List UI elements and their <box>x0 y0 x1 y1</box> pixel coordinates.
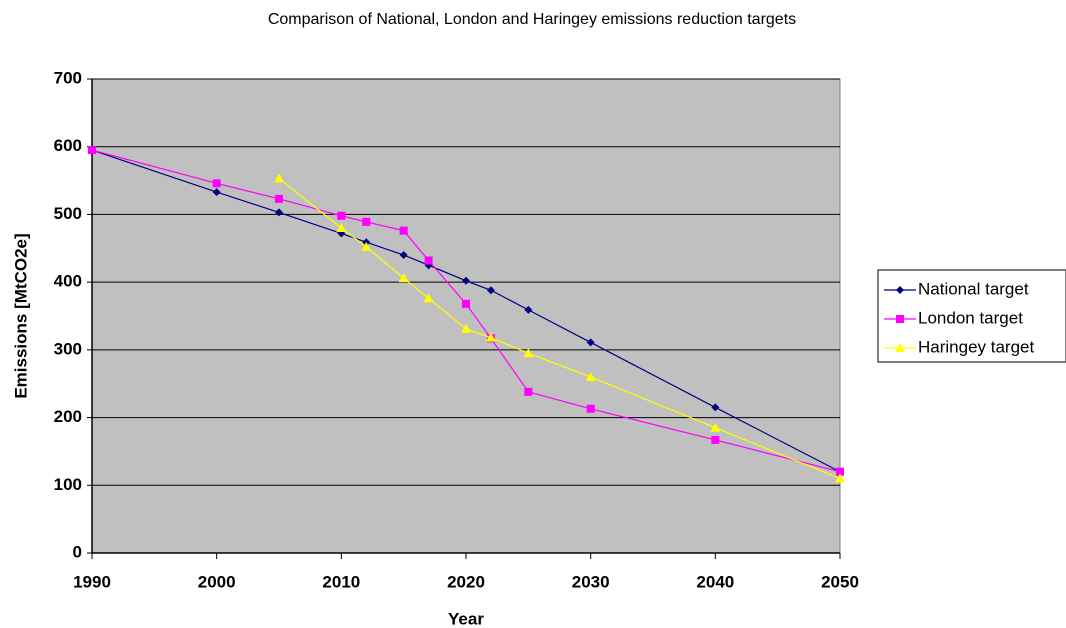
chart-title: Comparison of National, London and Harin… <box>268 11 796 28</box>
legend-marker <box>895 343 905 352</box>
data-point <box>336 222 347 232</box>
x-tick-label: 2010 <box>322 572 360 591</box>
data-point <box>711 435 720 444</box>
legend-label: National target <box>918 279 1029 298</box>
data-point <box>399 226 408 235</box>
plot-area <box>91 78 841 554</box>
data-point <box>486 286 495 295</box>
x-axis-label: Year <box>448 609 484 628</box>
data-point <box>424 256 433 265</box>
data-point <box>212 188 221 197</box>
x-tick-label: 2050 <box>821 572 859 591</box>
data-point <box>88 146 96 155</box>
y-tick-label: 0 <box>73 542 82 561</box>
legend-label: London target <box>918 308 1023 327</box>
legend-label: Haringey target <box>918 337 1035 356</box>
data-point <box>399 251 408 260</box>
data-point <box>462 299 470 308</box>
data-point <box>398 273 409 283</box>
data-point <box>524 305 533 314</box>
data-point <box>423 293 434 303</box>
x-tick-label: 2000 <box>198 572 236 591</box>
y-tick-label: 200 <box>54 407 82 426</box>
data-point <box>523 348 534 358</box>
legend-marker <box>896 286 904 294</box>
x-tick-label: 1990 <box>73 572 111 591</box>
data-point <box>836 467 844 476</box>
y-tick-label: 700 <box>54 68 82 87</box>
y-tick-label: 300 <box>54 339 82 358</box>
y-tick-label: 100 <box>54 475 82 494</box>
legend <box>877 269 1066 363</box>
data-point <box>212 179 221 188</box>
x-tick-label: 2030 <box>572 572 610 591</box>
y-axis-label: Emissions [MtCO2e] <box>11 233 30 398</box>
data-point <box>361 241 372 251</box>
data-point <box>337 211 346 220</box>
data-point <box>524 387 533 396</box>
data-point <box>710 422 721 432</box>
data-point <box>711 403 720 412</box>
legend-marker <box>896 315 904 323</box>
data-point <box>586 404 595 413</box>
data-point <box>835 473 845 483</box>
data-point <box>586 338 595 347</box>
y-tick-label: 400 <box>54 272 82 291</box>
data-point <box>485 332 496 342</box>
data-point <box>275 194 283 203</box>
data-point <box>275 208 283 217</box>
x-tick-label: 2020 <box>447 572 485 591</box>
x-tick-label: 2040 <box>696 572 734 591</box>
data-point <box>462 276 470 285</box>
y-tick-label: 600 <box>54 136 82 155</box>
data-point <box>274 173 284 183</box>
y-tick-label: 500 <box>54 204 82 223</box>
data-point <box>585 371 596 381</box>
data-point <box>461 323 471 333</box>
data-point <box>362 217 371 226</box>
